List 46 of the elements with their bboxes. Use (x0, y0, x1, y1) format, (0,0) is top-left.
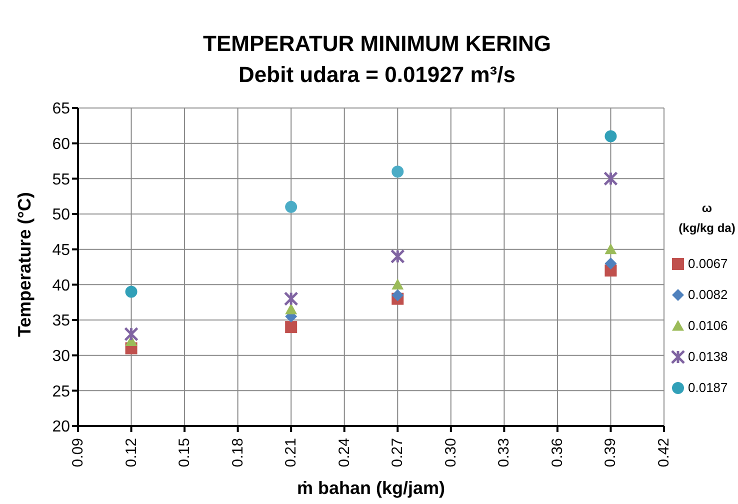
point (124, 326, 139, 342)
point (392, 278, 404, 290)
x-tick-label: 0.09 (70, 438, 86, 468)
point (285, 200, 298, 213)
y-tick-label: 30 (52, 348, 70, 366)
x-tick-label: 0.18 (229, 438, 246, 468)
legend-label: 0.0067 (688, 256, 728, 271)
y-tick-label: 40 (52, 277, 70, 294)
chart-subtitle: Debit udara = 0.01927 m³/s (238, 61, 516, 89)
point (392, 289, 404, 302)
point (125, 286, 138, 298)
point (604, 130, 617, 142)
point (603, 171, 618, 186)
y-tick-label: 25 (52, 383, 70, 400)
point (284, 292, 298, 306)
x-tick-label: 0.30 (442, 438, 460, 468)
y-tick-label: 55 (52, 171, 70, 188)
point (285, 303, 298, 314)
y-tick-label: 50 (52, 206, 70, 224)
point (604, 257, 617, 270)
x-tick-label: 0.15 (176, 438, 194, 468)
legend-title: ω (kg/kg da) (678, 200, 736, 237)
point (285, 321, 298, 334)
y-tick-label: 45 (52, 242, 70, 260)
point (390, 249, 405, 264)
point (604, 243, 617, 254)
x-tick-label: 0.12 (122, 438, 140, 468)
y-tick-label: 60 (52, 136, 70, 154)
x-tick-label: 0.36 (548, 438, 566, 468)
x-tick-label: 0.33 (496, 438, 513, 468)
legend-label: 0.0106 (688, 318, 728, 333)
x-tick-label: 0.27 (389, 438, 406, 468)
y-tick-label: 20 (52, 418, 70, 436)
legend-label: 0.0187 (688, 380, 728, 395)
x-tick-label: 0.39 (602, 438, 620, 468)
y-axis-title: Temperature (°C) (14, 192, 34, 337)
x-axis-title: ṁ bahan (kg/jam) (296, 478, 446, 498)
x-tick-label: 0.24 (336, 438, 353, 468)
point (392, 166, 404, 178)
legend-label: 0.0082 (688, 287, 728, 302)
legend-label: 0.0138 (688, 349, 728, 364)
y-tick-label: 65 (52, 100, 70, 118)
x-tick-label: 0.42 (656, 438, 672, 468)
x-tick-label: 0.21 (282, 438, 300, 468)
y-tick-label: 35 (52, 312, 70, 330)
chart-title: TEMPERATUR MINIMUM KERING (202, 30, 552, 58)
